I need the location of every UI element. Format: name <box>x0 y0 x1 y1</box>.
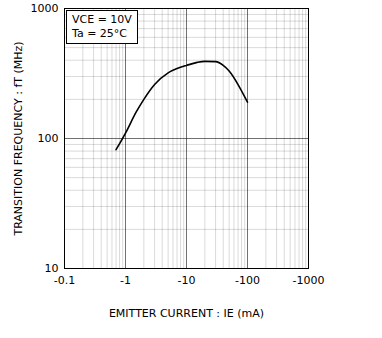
html-text:VCE = 10V: VCE = 10V <box>72 13 132 26</box>
svg-text:10: 10 <box>45 262 59 275</box>
svg-text:-1: -1 <box>120 274 131 287</box>
svg-text:-0.1: -0.1 <box>54 274 75 287</box>
svg-text:-1000: -1000 <box>293 274 325 287</box>
html-text:Ta = 25°C: Ta = 25°C <box>72 27 127 40</box>
svg-text:1000: 1000 <box>31 2 59 15</box>
svg-text:-100: -100 <box>235 274 260 287</box>
svg-text:-10: -10 <box>178 274 196 287</box>
svg-text:TRANSITION FREQUENCY : fT (MHz: TRANSITION FREQUENCY : fT (MHz) <box>12 41 25 236</box>
svg-text:100: 100 <box>38 132 59 145</box>
svg-text:EMITTER CURRENT : IE (mA): EMITTER CURRENT : IE (mA) <box>109 307 264 320</box>
